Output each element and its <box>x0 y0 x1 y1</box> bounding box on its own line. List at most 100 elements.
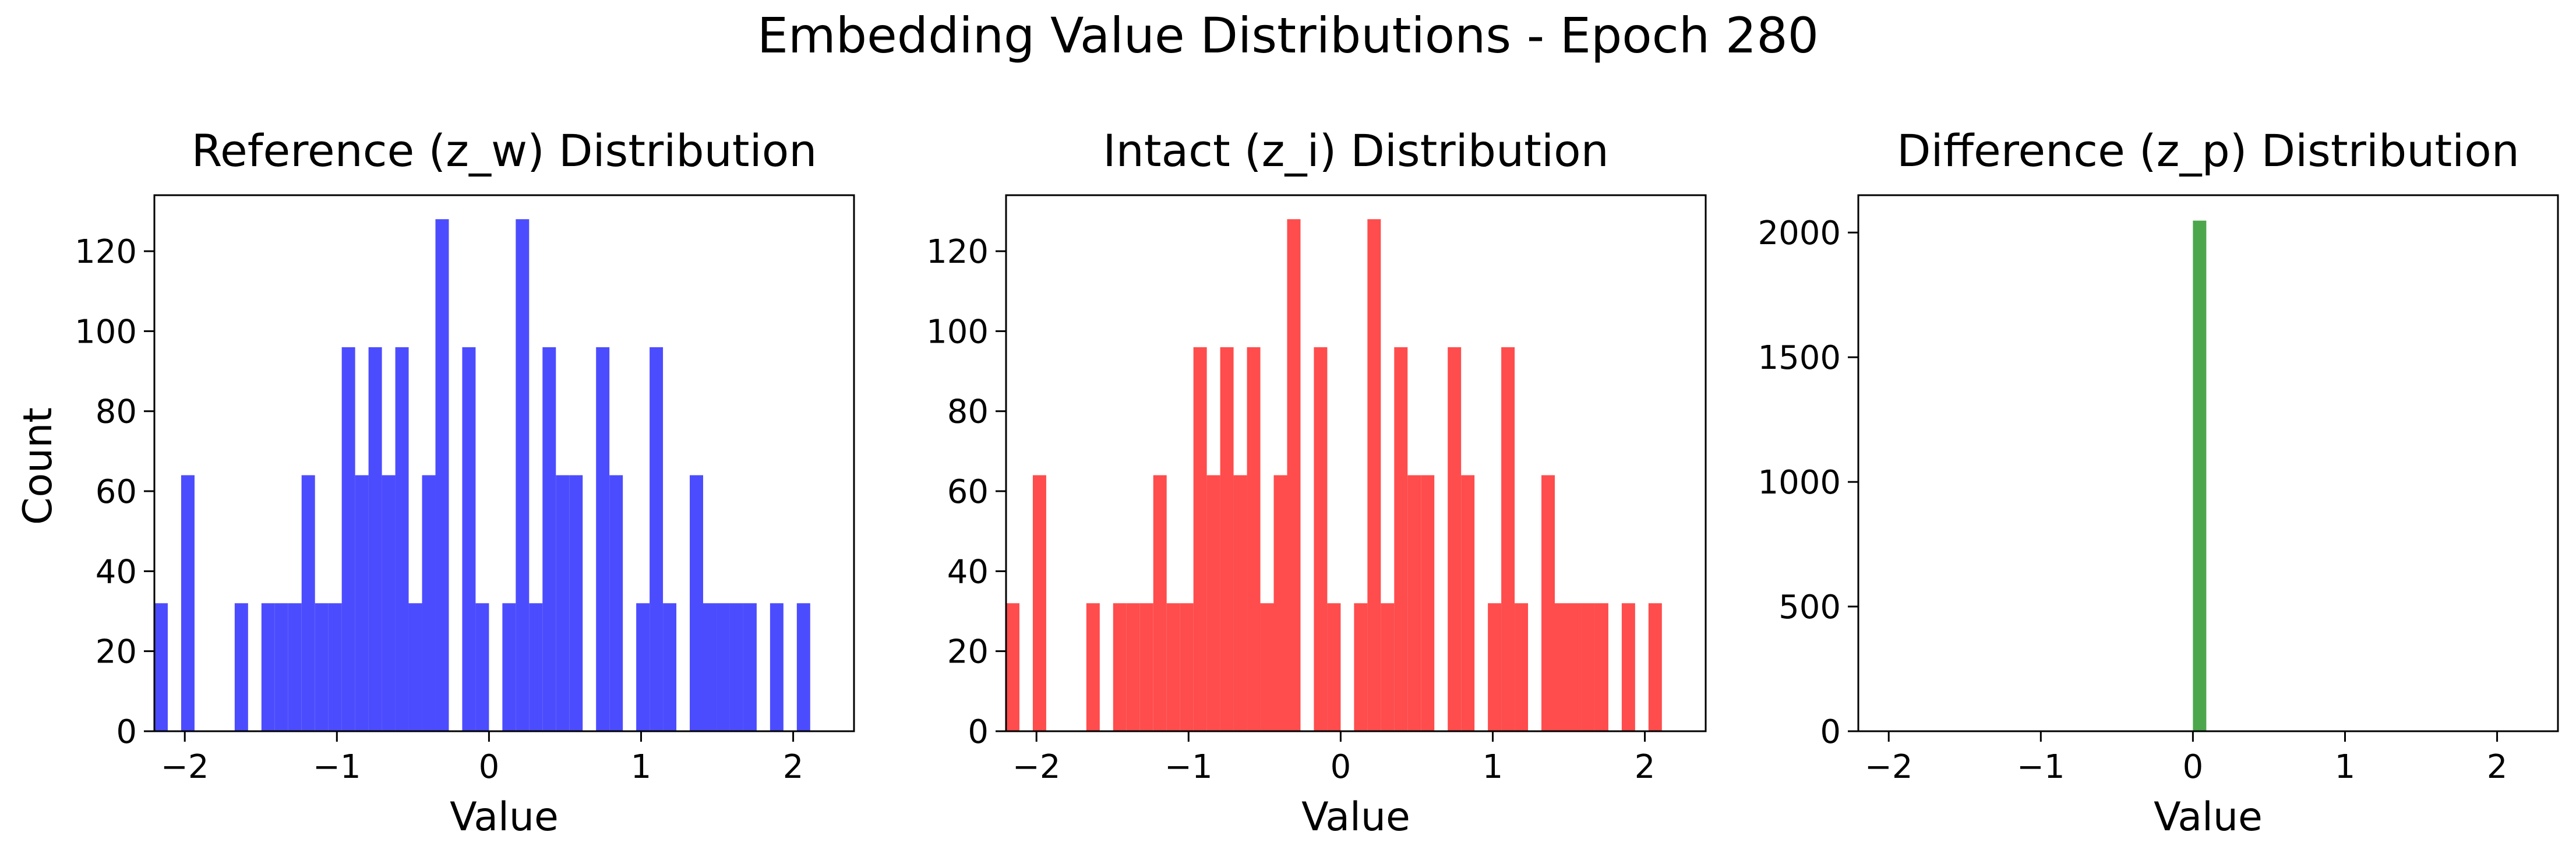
x-tick-label: −1 <box>313 748 361 786</box>
histogram-bar <box>181 475 195 731</box>
histogram-bar <box>1193 347 1207 731</box>
x-tick-label: 2 <box>2487 748 2508 786</box>
bars <box>2193 220 2207 732</box>
histogram-bar <box>716 603 730 731</box>
histogram-bar <box>1541 475 1555 731</box>
histogram-bar <box>1621 603 1635 731</box>
histogram-bar <box>663 603 677 731</box>
histogram-bar <box>1153 475 1167 731</box>
histogram-bar <box>516 219 530 731</box>
histogram-bar <box>542 347 556 731</box>
histogram-bar <box>1555 603 1568 731</box>
histogram-bar <box>1581 603 1595 731</box>
histogram-bar <box>1260 603 1274 731</box>
x-tick-label: 0 <box>1331 748 1351 786</box>
histogram-bar <box>1139 603 1153 731</box>
subplot-title: Intact (z_i) Distribution <box>1103 125 1609 177</box>
histogram-bar <box>1488 603 1502 731</box>
y-tick-label: 40 <box>96 553 137 591</box>
histogram-bar <box>743 603 757 731</box>
bars <box>154 219 810 731</box>
x-axis-label: Value <box>2154 794 2263 840</box>
histogram-bar <box>1381 603 1395 731</box>
figure-title: Embedding Value Distributions - Epoch 28… <box>757 7 1819 64</box>
histogram-bar <box>1006 603 1019 731</box>
bars <box>1006 219 1662 731</box>
histogram-bar <box>341 347 355 731</box>
histogram-bar <box>1394 347 1408 731</box>
histogram-bar <box>1180 603 1194 731</box>
histogram-bar <box>274 603 288 731</box>
histogram-bar <box>1314 347 1328 731</box>
subplots: Reference (z_w) Distribution−2 −1 0 1 202040… <box>75 125 2559 840</box>
histogram-bar <box>1273 475 1287 731</box>
histogram-bar <box>328 603 342 731</box>
histogram-bar <box>368 347 382 731</box>
histogram-bar <box>2193 220 2207 732</box>
subplot-1: Reference (z_w) Distribution−2 −1 0 1 202040… <box>75 125 855 840</box>
histogram-bar <box>261 603 275 731</box>
y-tick-label: 100 <box>926 313 989 351</box>
x-tick-label: 2 <box>783 748 804 786</box>
histogram-bar <box>770 603 784 731</box>
histogram-bar <box>1461 475 1475 731</box>
axes-frame <box>153 194 855 732</box>
histogram-bar <box>382 475 396 731</box>
y-tick-label: 0 <box>1820 713 1841 751</box>
histogram-bar <box>1086 603 1100 731</box>
histogram-bar <box>395 347 409 731</box>
y-tick-label: 1500 <box>1758 339 1841 377</box>
subplot-2: Intact (z_i) Distribution−2 −1 0 1 202040608… <box>926 125 1707 840</box>
histogram-bar <box>1594 603 1608 731</box>
histogram-bar <box>1648 603 1662 731</box>
histogram-bar <box>422 475 436 731</box>
histogram-bar <box>1327 603 1341 731</box>
y-tick-label: 40 <box>947 553 989 591</box>
histogram-bar <box>569 475 583 731</box>
histogram-bar <box>1354 603 1368 731</box>
histogram-bar <box>556 475 570 731</box>
histogram-bar <box>408 603 422 731</box>
x-tick-label: −2 <box>1012 748 1061 786</box>
histogram-bar <box>1166 603 1180 731</box>
y-tick-label: 120 <box>926 233 989 271</box>
histogram-bar <box>462 347 476 731</box>
histogram-bar <box>1032 475 1046 731</box>
histogram-bar <box>1407 475 1421 731</box>
x-axis-label: Value <box>450 794 559 840</box>
x-tick-label: 0 <box>2183 748 2204 786</box>
y-tick-label: 60 <box>96 473 137 511</box>
histogram-bar <box>1367 219 1381 731</box>
y-tick-label: 0 <box>968 713 989 751</box>
histogram-bar <box>1515 603 1529 731</box>
x-axis-label: Value <box>1301 794 1410 840</box>
y-tick-label: 1000 <box>1758 464 1841 502</box>
y-tick-label: 80 <box>96 393 137 431</box>
histogram-bar <box>315 603 329 731</box>
subplot-title: Reference (z_w) Distribution <box>192 125 817 177</box>
histogram-bar <box>729 603 743 731</box>
histogram-bar <box>636 603 650 731</box>
y-tick-label: 20 <box>96 633 137 671</box>
histogram-bar <box>529 603 543 731</box>
y-tick-label: 500 <box>1779 588 1841 626</box>
histogram-bar <box>355 475 369 731</box>
histogram-bar <box>234 603 248 731</box>
y-tick-label: 2000 <box>1758 214 1841 252</box>
y-tick-label: 100 <box>75 313 137 351</box>
x-tick-label: 1 <box>2335 748 2356 786</box>
histogram-bar <box>1233 475 1247 731</box>
x-tick-label: −2 <box>1865 748 1913 786</box>
histogram-bar <box>288 603 302 731</box>
x-tick-label: −2 <box>161 748 209 786</box>
histogram-bar <box>1501 347 1515 731</box>
x-tick-label: 0 <box>479 748 500 786</box>
histogram-bar <box>796 603 810 731</box>
axes-frame <box>1857 194 2559 732</box>
histogram-bar <box>1206 475 1220 731</box>
y-tick-label: 80 <box>947 393 989 431</box>
histogram-bar <box>703 603 717 731</box>
x-tick-label: −1 <box>1165 748 1213 786</box>
histogram-bar <box>1126 603 1140 731</box>
